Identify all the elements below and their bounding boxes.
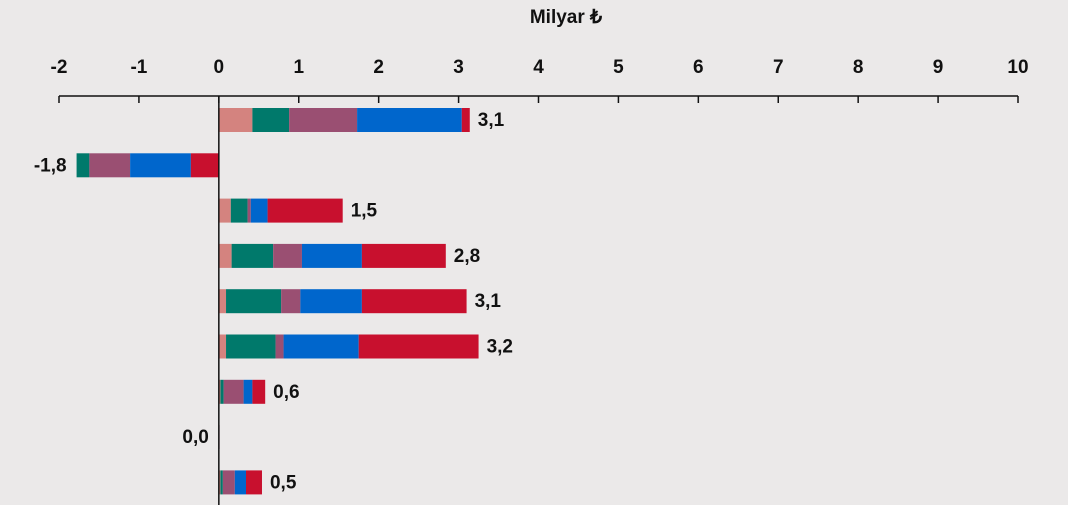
bar-segment xyxy=(273,243,302,268)
bar-segment xyxy=(218,289,227,314)
bar-segment xyxy=(361,243,446,268)
total-label: 3,1 xyxy=(478,110,505,131)
bar-segment xyxy=(252,108,290,132)
bar-segment xyxy=(231,243,274,268)
bar-segment xyxy=(357,108,462,132)
axis-title: Milyar ₺ xyxy=(530,7,602,28)
x-tick-label: 7 xyxy=(773,57,784,78)
bar-segment xyxy=(222,470,235,495)
bar-segment xyxy=(283,334,359,359)
bar-segment xyxy=(234,470,247,495)
x-tick-label: 2 xyxy=(373,57,384,78)
bar-segment xyxy=(252,379,266,404)
bar-segment xyxy=(190,153,219,178)
bar-segment xyxy=(361,289,467,314)
x-tick-label: -2 xyxy=(51,57,68,78)
bar-segment xyxy=(76,153,90,178)
total-label: 1,5 xyxy=(351,201,378,222)
x-tick-label: 6 xyxy=(693,57,704,78)
x-tick-label: 4 xyxy=(533,57,544,78)
bar-segment xyxy=(218,243,232,268)
total-label: 0,0 xyxy=(182,427,208,448)
bar-segment xyxy=(267,198,343,223)
bar-segment xyxy=(130,153,191,178)
bar-segment xyxy=(89,153,131,178)
bar-segment xyxy=(218,108,253,132)
total-label: 0,5 xyxy=(270,472,297,493)
bar-segment xyxy=(226,289,282,314)
bar-segment xyxy=(250,198,268,223)
bar-segment xyxy=(220,379,224,404)
bar-segment xyxy=(218,379,221,404)
bar-segment xyxy=(281,289,301,314)
total-label: 0,6 xyxy=(273,382,299,403)
bar-segment xyxy=(246,470,262,495)
x-tick-label: -1 xyxy=(130,57,147,78)
bar-segment xyxy=(243,379,253,404)
total-label: -1,8 xyxy=(34,155,67,176)
bar-segment xyxy=(358,334,479,359)
x-tick-label: 8 xyxy=(853,57,864,78)
x-tick-label: 9 xyxy=(933,57,944,78)
bar-segment xyxy=(275,334,284,359)
x-tick-label: 3 xyxy=(453,57,464,78)
bar-segment xyxy=(230,198,248,223)
bar-segment xyxy=(289,108,358,132)
x-tick-label: 10 xyxy=(1007,57,1028,78)
bar-segment xyxy=(218,334,227,359)
bar-segment xyxy=(247,198,251,223)
bar-segment xyxy=(220,470,223,495)
bar-segment xyxy=(300,289,362,314)
total-label: 3,1 xyxy=(475,291,502,312)
total-label: 2,8 xyxy=(454,246,480,267)
bar-segment xyxy=(218,198,231,223)
x-tick-label: 1 xyxy=(293,57,304,78)
x-tick-label: 0 xyxy=(214,57,225,78)
total-label: 3,2 xyxy=(487,337,513,358)
bar-segment xyxy=(226,334,276,359)
bar-segment xyxy=(301,243,362,268)
bar-segment xyxy=(218,470,221,495)
bar-segment xyxy=(223,379,244,404)
x-tick-label: 5 xyxy=(613,57,624,78)
bar-segment xyxy=(461,108,470,132)
